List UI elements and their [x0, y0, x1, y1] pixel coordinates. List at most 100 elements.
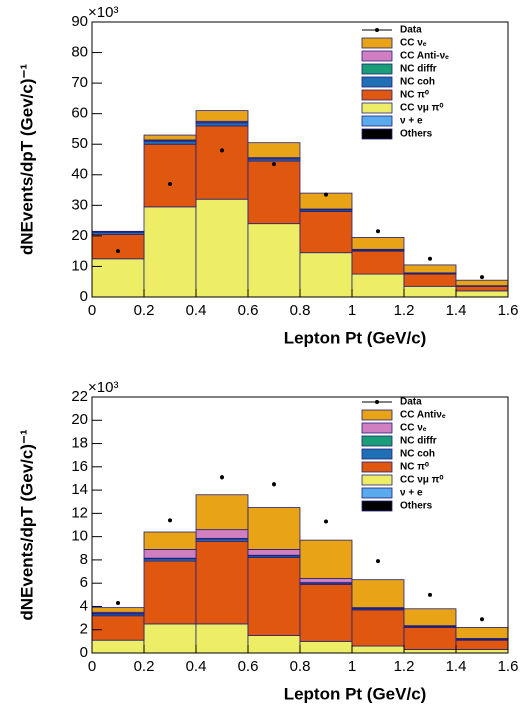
legend-swatch [361, 461, 393, 473]
histogram-segment [455, 649, 509, 654]
legend-label: CC νₑ [400, 38, 427, 49]
histogram-segment [91, 230, 145, 233]
y-tick-label: 0 [80, 644, 88, 661]
x-tick-label: 1.6 [498, 658, 519, 675]
legend-label: Data [400, 397, 422, 408]
histogram-segment [247, 635, 301, 654]
x-tick-label: 0.6 [238, 302, 259, 319]
legend-label: NC diffr [400, 64, 437, 75]
histogram-segment [299, 211, 353, 254]
legend-swatch [361, 76, 393, 88]
histogram-segment [247, 160, 301, 225]
x-tick-label: 0.6 [238, 658, 259, 675]
histogram-segment [299, 252, 353, 298]
histogram-segment [91, 258, 145, 298]
histogram-segment [351, 609, 405, 647]
legend-label: Data [400, 25, 422, 36]
histogram-segment [143, 143, 197, 208]
histogram-segment [403, 273, 457, 287]
histogram-segment [299, 539, 353, 579]
legend-label: NC coh [400, 77, 435, 88]
y-tick-label: 2 [80, 621, 88, 638]
histogram-segment [455, 279, 509, 287]
legend-swatch [361, 435, 393, 447]
histogram-segment [143, 531, 197, 550]
histogram-segment [299, 640, 353, 654]
legend-swatch [361, 50, 393, 62]
legend-label: NC coh [400, 449, 435, 460]
histogram-segment [195, 540, 249, 625]
data-point [168, 181, 172, 186]
histogram-segment [195, 125, 249, 200]
y-tick-label: 30 [71, 196, 88, 213]
histogram-segment [247, 223, 301, 298]
histogram-segment [247, 549, 301, 556]
histogram-segment [455, 285, 509, 292]
y-tick-label: 40 [71, 166, 88, 183]
y-tick-label: 10 [71, 257, 88, 274]
legend-label: ν + e [400, 488, 423, 499]
histogram-segment [195, 623, 249, 654]
histogram-segment [143, 134, 197, 141]
axis-multiplier: ×10³ [88, 4, 118, 21]
histogram-segment [403, 608, 457, 627]
histogram-segment [351, 579, 405, 609]
legend-label: Others [400, 129, 433, 140]
data-point [168, 518, 172, 523]
histogram-segment [299, 578, 353, 584]
x-tick-label: 1.4 [446, 658, 467, 675]
y-tick-label: 18 [71, 435, 88, 452]
x-axis-label: Lepton Pt (GeV/c) [284, 328, 427, 347]
histogram-segment [351, 250, 405, 275]
data-point [376, 229, 380, 234]
legend-label: CC νₑ [400, 423, 427, 434]
y-tick-label: 12 [71, 504, 88, 521]
legend-swatch [361, 89, 393, 101]
histogram-segment [351, 645, 405, 654]
legend-marker [375, 400, 379, 404]
histogram-segment [195, 529, 249, 539]
histogram-segment [143, 560, 197, 625]
histogram-segment [195, 198, 249, 298]
y-tick-label: 6 [80, 574, 88, 591]
x-tick-label: 0 [88, 658, 96, 675]
histogram-segment [455, 627, 509, 639]
x-tick-label: 1 [348, 302, 356, 319]
legend-swatch [361, 487, 393, 499]
data-point [480, 275, 484, 280]
x-tick-label: 0.2 [134, 658, 155, 675]
legend-label: CC νμ π⁰ [400, 475, 443, 486]
legend-label: NC π⁰ [400, 90, 429, 101]
histogram-segment [403, 264, 457, 274]
data-point [116, 600, 120, 605]
x-tick-label: 0.4 [186, 302, 207, 319]
y-tick-label: 14 [71, 481, 88, 498]
x-tick-label: 1 [348, 658, 356, 675]
x-tick-label: 0.4 [186, 658, 207, 675]
y-tick-label: 10 [71, 528, 88, 545]
x-tick-label: 0.8 [290, 658, 311, 675]
histogram-segment [195, 122, 249, 127]
histogram-segment [143, 140, 197, 145]
data-point [428, 256, 432, 261]
data-point [480, 617, 484, 622]
y-axis-label: dNEvents/dpT (Gev/c)⁻¹ [17, 64, 36, 256]
x-tick-label: 0.2 [134, 302, 155, 319]
x-tick-label: 1.2 [394, 302, 415, 319]
legend-swatch [361, 500, 393, 512]
legend-swatch [361, 422, 393, 434]
x-tick-label: 1.4 [446, 302, 467, 319]
histogram-segment [403, 285, 457, 298]
y-tick-label: 90 [71, 13, 88, 30]
data-point [220, 475, 224, 480]
legend-label: CC Anti-νₑ [400, 51, 449, 62]
axis-multiplier: ×10³ [88, 379, 118, 396]
legend-swatch [361, 448, 393, 460]
data-point [272, 482, 276, 487]
legend-swatch [361, 474, 393, 486]
x-tick-label: 0.8 [290, 302, 311, 319]
data-point [428, 592, 432, 597]
histogram-segment [247, 142, 301, 159]
histogram-segment [91, 639, 145, 654]
